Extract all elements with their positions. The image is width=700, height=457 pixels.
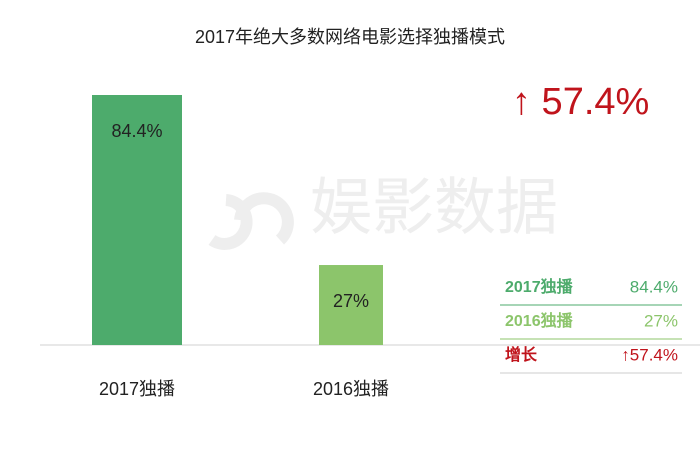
watermark-arc: [208, 194, 253, 250]
summary-value: 27%: [644, 311, 678, 330]
annotation: ↑ 57.4%: [512, 81, 649, 123]
chart-title: 2017年绝大多数网络电影选择独播模式: [195, 27, 505, 47]
x-tick-label: 2016独播: [313, 379, 389, 399]
summary-label: 增长: [505, 345, 538, 364]
summary-value: ↑57.4%: [621, 345, 678, 364]
value-label: 84.4%: [111, 121, 162, 141]
x-tick-label: 2017独播: [99, 379, 175, 399]
watermark: 娱影数据: [310, 173, 558, 242]
bar: [319, 265, 383, 345]
summary-label: 2016独播: [505, 311, 574, 330]
bar: [92, 95, 182, 345]
watermark-logo: [208, 192, 294, 250]
summary-value: 84.4%: [630, 277, 678, 296]
summary-label: 2017独播: [505, 277, 574, 296]
watermark-arc: [234, 192, 294, 245]
value-label: 27%: [333, 291, 369, 311]
